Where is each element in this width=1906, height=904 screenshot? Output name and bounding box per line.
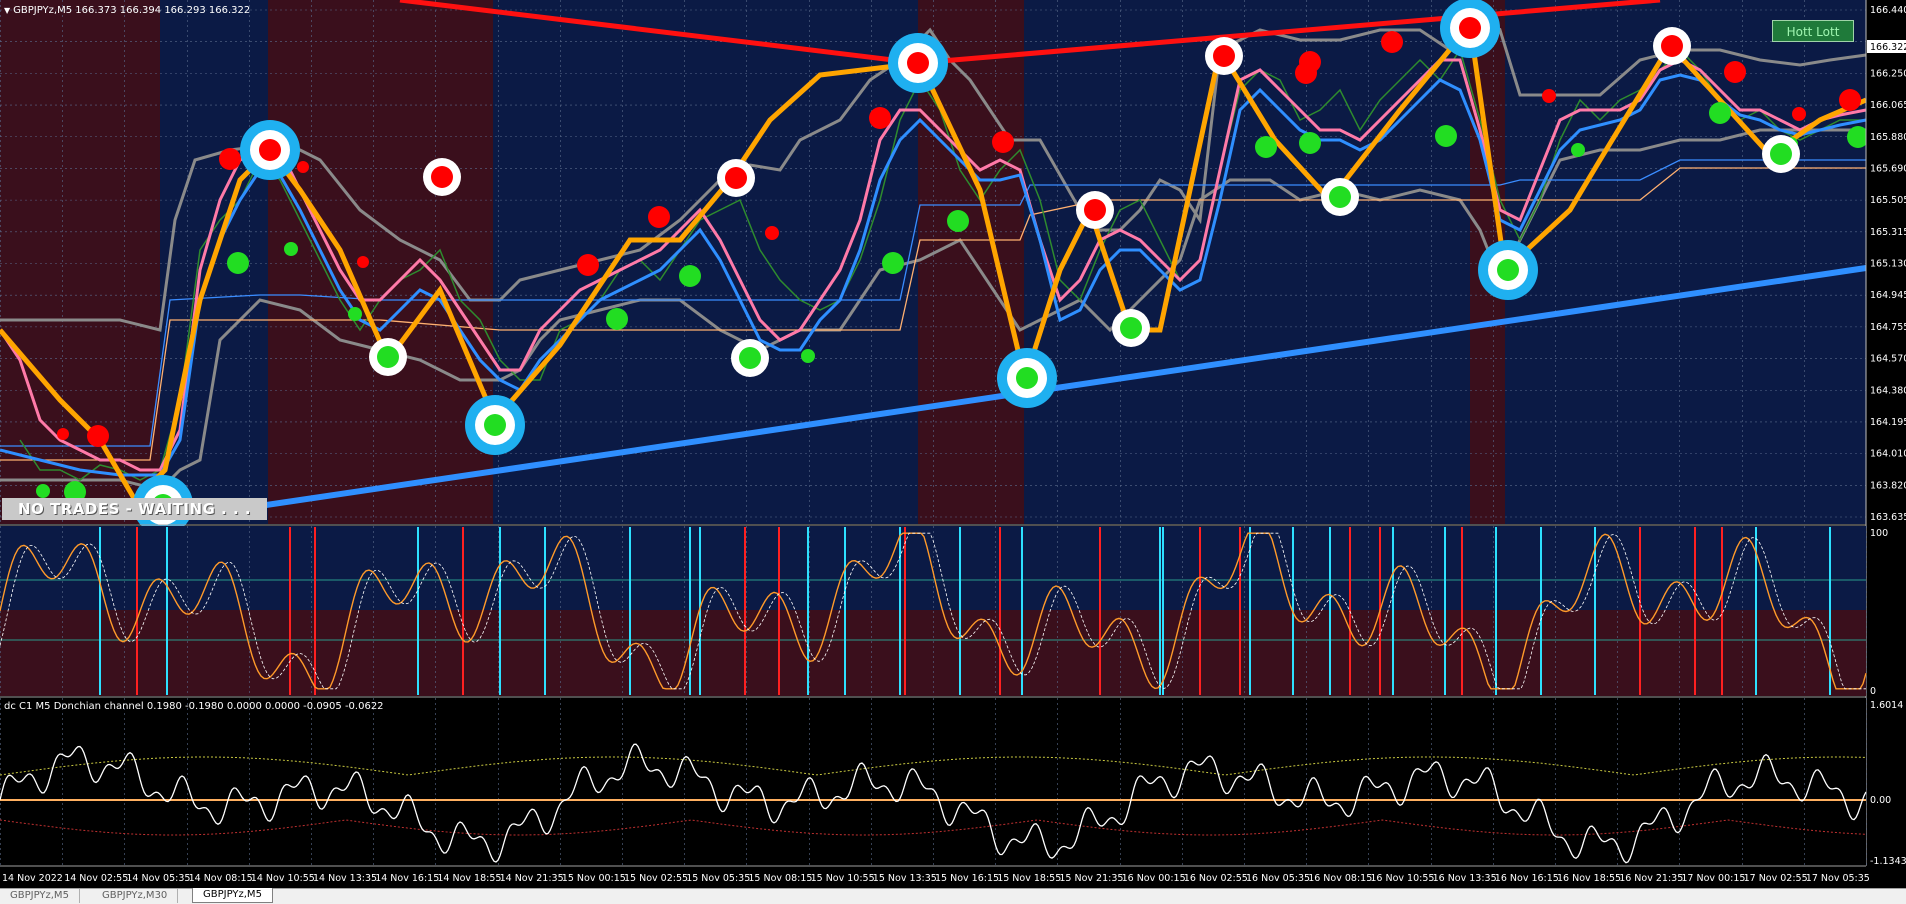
oscillator-panel[interactable]	[0, 526, 1867, 696]
time-tick-label: 14 Nov 18:55	[437, 873, 501, 884]
price-tick-label: 164.755	[1870, 322, 1906, 333]
donchian-top-label: 1.6014	[1870, 700, 1903, 711]
price-tick-label: 165.880	[1870, 132, 1906, 143]
time-tick-label: 16 Nov 21:35	[1619, 873, 1683, 884]
oscillator-signal-line	[0, 532, 1866, 690]
price-axis: 166.440 166.250 166.065 165.880 165.690 165.5…	[1870, 5, 1906, 523]
time-tick-label: 14 Nov 02:55	[64, 873, 128, 884]
time-tick-label: 15 Nov 02:55	[624, 873, 688, 884]
time-tick-label: 17 Nov 05:35	[1806, 873, 1870, 884]
resistance-trendline-2	[917, 0, 1661, 66]
price-tick-label: 165.315	[1870, 227, 1906, 238]
mid-channel-blue	[0, 159, 1866, 447]
time-tick-label: 14 Nov 21:35	[500, 873, 564, 884]
donchian-main-line	[0, 743, 1867, 864]
price-tick-label: 164.380	[1870, 385, 1906, 396]
time-tick-label: 16 Nov 08:15	[1308, 873, 1372, 884]
price-panel[interactable]	[0, 0, 1869, 535]
swing-low-markers	[369, 135, 1800, 377]
indicator-header: dc C1 M5 Donchian channel 0.1980 -0.1980…	[4, 701, 384, 712]
swing-high-markers	[423, 27, 1691, 229]
time-tick-label: 16 Nov 02:55	[1184, 873, 1248, 884]
oscillator-line	[0, 532, 1867, 690]
donchian-lower	[0, 819, 1867, 836]
time-tick-label: 17 Nov 02:55	[1744, 873, 1808, 884]
major-high-targets	[240, 0, 1500, 180]
donchian-bottom-label: -1.1343	[1870, 856, 1906, 867]
major-low-targets	[133, 240, 1538, 535]
collapse-triangle-icon[interactable]: ▼	[4, 6, 11, 15]
time-tick-label: 15 Nov 18:55	[997, 873, 1061, 884]
price-tick-label: 165.505	[1870, 195, 1906, 206]
price-tick-label: 164.570	[1870, 354, 1906, 365]
time-tick-label: 15 Nov 16:15	[935, 873, 999, 884]
time-tick-label: 14 Nov 16:15	[375, 873, 439, 884]
symbol-header-text: GBPJPYz,M5 166.373 166.394 166.293 166.3…	[13, 5, 251, 16]
price-tick-label: 163.820	[1870, 480, 1906, 491]
price-tick-label: 163.635	[1870, 512, 1906, 523]
time-tick-label: 14 Nov 10:55	[251, 873, 315, 884]
time-tick-label: 14 Nov 05:35	[126, 873, 190, 884]
donchian-mid-label: 0.00	[1870, 795, 1891, 806]
fast-ma-pink	[0, 58, 1867, 472]
hott-lott-button[interactable]: Hott Lott	[1772, 20, 1854, 42]
mid-channel-orange	[0, 167, 1866, 461]
time-tick-label: 16 Nov 18:55	[1557, 873, 1621, 884]
oscillator-bottom-label: 0	[1870, 686, 1876, 697]
time-tick-label: 15 Nov 00:15	[562, 873, 626, 884]
price-grid	[0, 0, 1867, 524]
time-tick-label: 14 Nov 08:15	[189, 873, 253, 884]
swing-low-dots	[36, 102, 1869, 503]
price-tick-label: 165.130	[1870, 259, 1906, 270]
price-tick-label: 164.195	[1870, 417, 1906, 428]
time-tick-label: 16 Nov 05:35	[1246, 873, 1310, 884]
current-price-label: 166.322	[1870, 42, 1906, 53]
time-tick-label: 14 Nov 13:35	[313, 873, 377, 884]
time-tick-label: 15 Nov 21:35	[1059, 873, 1123, 884]
price-tick-label: 166.440	[1870, 5, 1906, 16]
time-tick-label: 17 Nov 00:15	[1681, 873, 1745, 884]
price-tick-label: 164.945	[1870, 290, 1906, 301]
time-tick-label: 15 Nov 13:35	[873, 873, 937, 884]
time-tick-label: 15 Nov 05:35	[686, 873, 750, 884]
current-price-tag: 166.322	[1867, 40, 1906, 53]
price-tick-label: 165.690	[1870, 163, 1906, 174]
swing-high-dots	[57, 31, 1861, 447]
tab-gbpjpy-m30[interactable]: GBPJPYz,M30	[92, 889, 179, 903]
oscillator-signal-bars	[99, 527, 1831, 695]
tab-gbpjpy-m5-active[interactable]: GBPJPYz,M5	[192, 888, 273, 903]
resistance-trendline	[399, 0, 919, 66]
time-tick-label: 15 Nov 08:15	[748, 873, 812, 884]
donchian-panel[interactable]	[0, 698, 1867, 866]
time-tick-label: 16 Nov 10:55	[1370, 873, 1434, 884]
time-tick-label: 15 Nov 10:55	[811, 873, 875, 884]
time-tick-label: 14 Nov 2022	[2, 873, 63, 884]
time-tick-label: 16 Nov 16:15	[1495, 873, 1559, 884]
price-tick-label: 166.065	[1870, 100, 1906, 111]
oscillator-top-label: 100	[1870, 528, 1888, 539]
tab-gbpjpy-m5[interactable]: GBPJPYz,M5	[0, 889, 80, 903]
donchian-grid	[0, 698, 1867, 866]
upper-envelope	[0, 27, 1867, 332]
chart-tabs-bar: GBPJPYz,M5 GBPJPYz,M30 GBPJPYz,M5	[0, 888, 1906, 904]
status-banner: NO TRADES - WAITING . . .	[2, 498, 267, 520]
time-tick-label: 16 Nov 13:35	[1433, 873, 1497, 884]
chart-header: ▼ GBPJPYz,M5 166.373 166.394 166.293 166.…	[4, 5, 250, 16]
time-tick-label: 16 Nov 00:15	[1122, 873, 1186, 884]
price-tick-label: 166.250	[1870, 68, 1906, 79]
price-tick-label: 164.010	[1870, 449, 1906, 460]
donchian-upper	[0, 756, 1866, 776]
